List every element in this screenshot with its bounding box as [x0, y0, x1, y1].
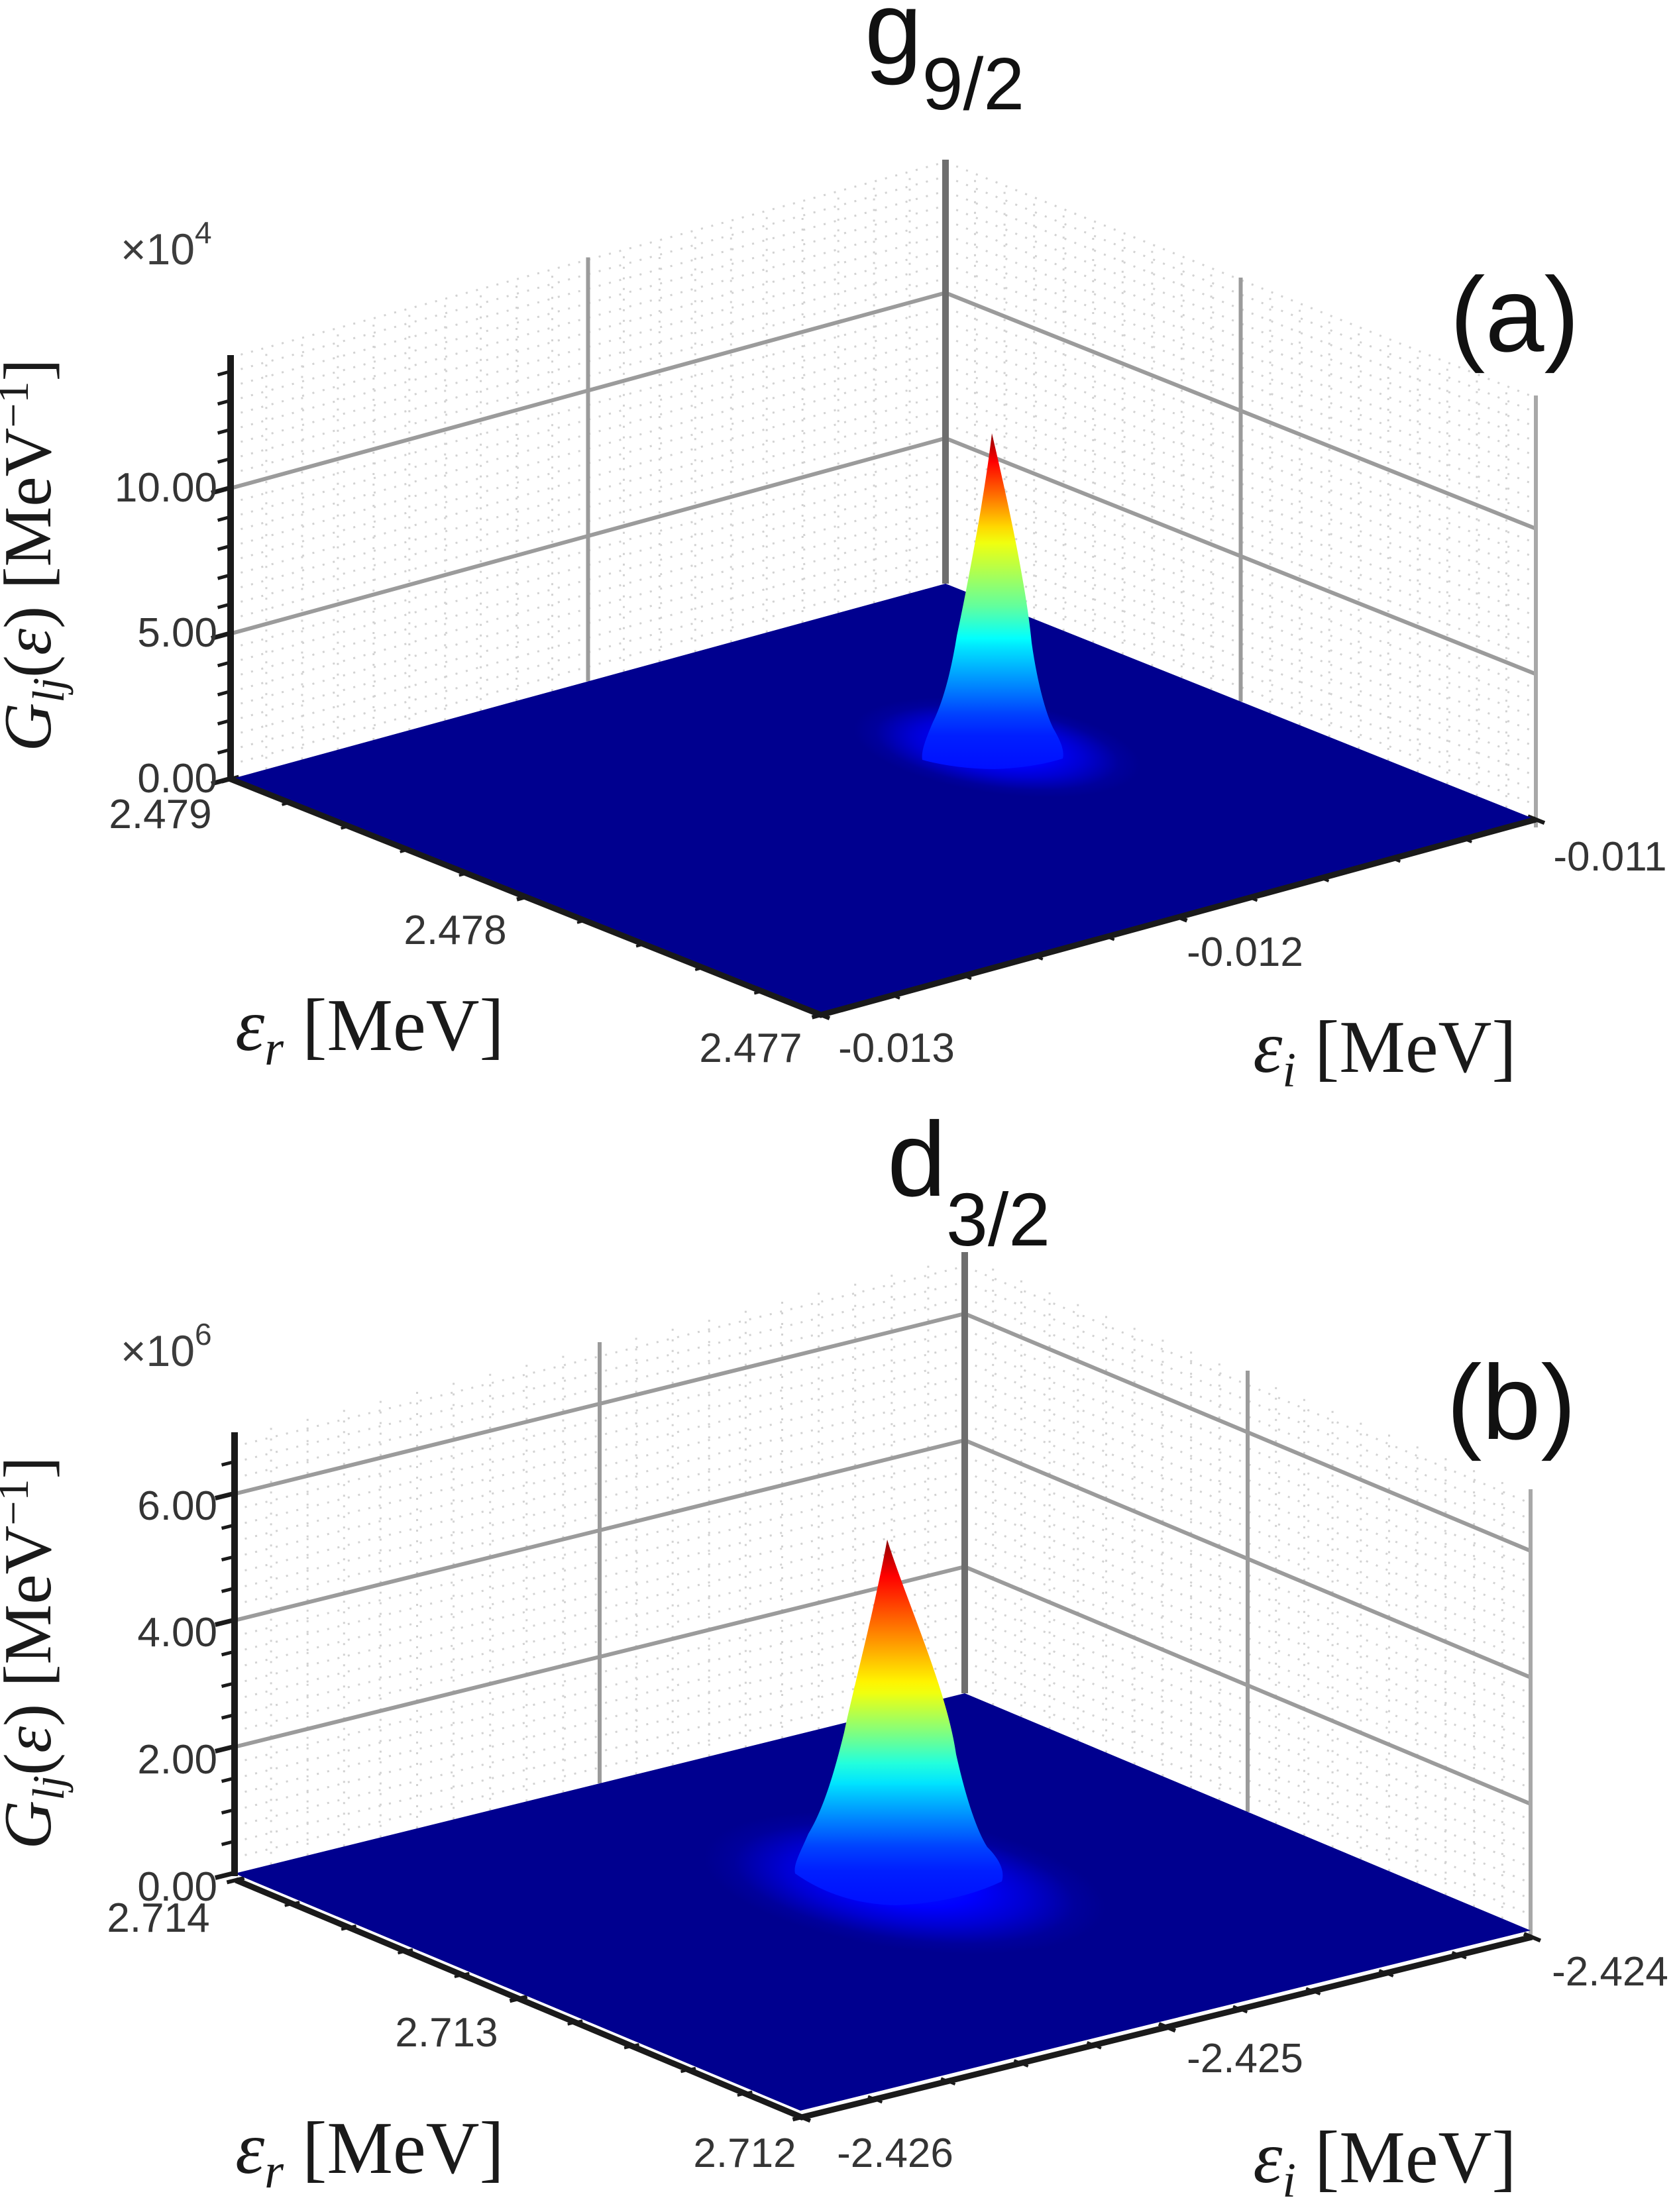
svg-text:εr [MeV]: εr [MeV]	[235, 2107, 504, 2199]
svg-text:2.712: 2.712	[693, 2131, 796, 2176]
svg-text:-0.012: -0.012	[1187, 929, 1303, 975]
svg-text:(b): (b)	[1446, 1343, 1576, 1461]
svg-text:Glj(ε) [MeV−1]: Glj(ε) [MeV−1]	[0, 1457, 74, 1850]
svg-text:2.714: 2.714	[107, 1895, 209, 1941]
svg-text:6.00: 6.00	[137, 1483, 217, 1529]
svg-text:0.00: 0.00	[137, 1864, 217, 1910]
svg-text:εr [MeV]: εr [MeV]	[235, 984, 504, 1076]
svg-text:0.00: 0.00	[137, 756, 217, 802]
svg-text:2.477: 2.477	[699, 1026, 802, 1071]
svg-text:2.00: 2.00	[137, 1737, 217, 1783]
svg-text:4.00: 4.00	[137, 1610, 217, 1656]
svg-text:εi [MeV]: εi [MeV]	[1253, 1006, 1516, 1098]
svg-text:-0.011: -0.011	[1553, 834, 1666, 880]
svg-text:-2.424: -2.424	[1552, 1949, 1668, 1995]
svg-text:(a): (a)	[1450, 255, 1580, 374]
svg-text:-2.426: -2.426	[837, 2131, 953, 2176]
svg-text:-0.013: -0.013	[838, 1026, 955, 1071]
svg-text:Glj(ε) [MeV−1]: Glj(ε) [MeV−1]	[0, 359, 74, 752]
svg-text:×104: ×104	[121, 215, 212, 274]
svg-text:2.478: 2.478	[404, 908, 506, 953]
svg-text:εi [MeV]: εi [MeV]	[1253, 2117, 1516, 2208]
svg-text:-2.425: -2.425	[1187, 2036, 1303, 2081]
svg-text:5.00: 5.00	[137, 610, 217, 656]
svg-text:2.479: 2.479	[109, 792, 211, 837]
svg-text:10.00: 10.00	[115, 465, 217, 511]
svg-text:2.713: 2.713	[395, 2010, 498, 2056]
